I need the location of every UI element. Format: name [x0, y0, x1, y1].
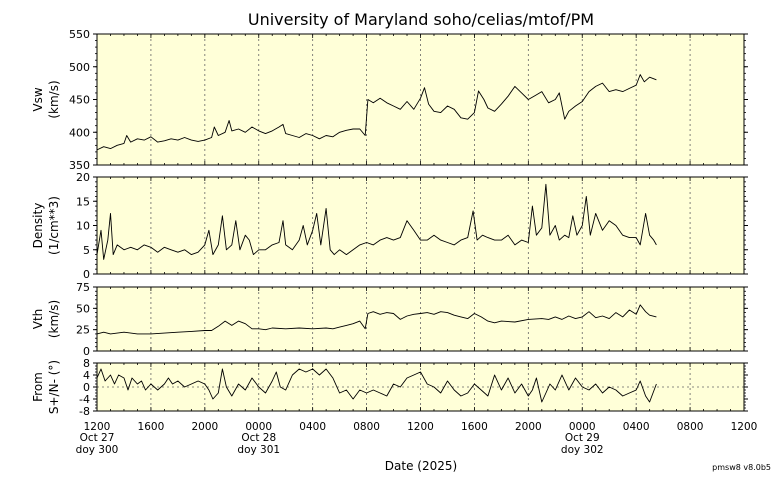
x-tick-label: 0400 — [623, 421, 650, 433]
date-label: Oct 29 — [565, 432, 600, 444]
y-tick-label: 350 — [69, 159, 90, 172]
panel-frame — [96, 33, 745, 166]
date-label: Oct 28 — [241, 432, 276, 444]
series-line — [96, 368, 657, 403]
series-line — [96, 74, 657, 151]
y-axis-label: From — [31, 372, 45, 402]
panel-frame — [96, 176, 745, 275]
x-tick-label: 2000 — [191, 421, 218, 433]
x-tick-label: 0000 — [245, 421, 272, 433]
y-axis-label: Vth — [31, 309, 45, 330]
x-tick-label: 0000 — [569, 421, 596, 433]
x-tick-label: 0400 — [299, 421, 326, 433]
panel-background — [97, 177, 744, 274]
y-axis-label: (km/s) — [47, 80, 61, 118]
y-tick-label: 5 — [83, 244, 90, 257]
date-label: Oct 27 — [80, 432, 115, 444]
y-tick-label: 500 — [69, 61, 90, 74]
chart-title: University of Maryland soho/celias/mtof/… — [248, 10, 594, 29]
y-axis-label: (km/s) — [47, 300, 61, 338]
series-line — [96, 183, 657, 260]
panel-1: 350 400 450 500 550 Vsw (km/s) — [31, 28, 748, 172]
y-tick-label: 400 — [69, 126, 90, 139]
panel-frame — [96, 362, 745, 412]
y-tick-label: 20 — [76, 171, 90, 184]
x-tick-label: 1600 — [138, 421, 165, 433]
y-tick-label: 550 — [69, 28, 90, 41]
y-tick-label: 450 — [69, 94, 90, 107]
x-tick-label: 1600 — [461, 421, 488, 433]
version-footer: pmsw8 v8.0b5 — [712, 463, 771, 472]
y-tick-label: 10 — [76, 220, 90, 233]
y-tick-label: 0 — [83, 268, 90, 281]
doy-label: doy 302 — [561, 444, 604, 456]
doy-label: doy 301 — [237, 444, 280, 456]
y-axis-label: Vsw — [31, 87, 45, 111]
y-tick-label: -8 — [79, 405, 90, 418]
y-tick-label: 0 — [83, 381, 90, 394]
x-tick-label: 1200 — [84, 421, 111, 433]
x-axis: 1200 1600 2000 0000 0400 0800 1200 1600 2000 0000… — [76, 421, 758, 456]
y-tick-label: 15 — [76, 195, 90, 208]
x-tick-label: 0800 — [677, 421, 704, 433]
y-tick-label: 0 — [83, 345, 90, 358]
y-tick-label: 8 — [83, 357, 90, 370]
y-tick-label: 4 — [83, 369, 90, 382]
panel-2: 0 5 10 15 20 Density (1/cm**3) — [31, 171, 748, 281]
y-tick-label: 75 — [76, 281, 90, 294]
x-axis-label: Date (2025) — [385, 459, 457, 473]
y-axis-label: Density — [31, 203, 45, 249]
y-axis-label: S+/N- (°) — [47, 360, 61, 414]
x-tick-label: 0800 — [353, 421, 380, 433]
doy-label: doy 300 — [76, 444, 119, 456]
series-line — [96, 304, 657, 335]
y-tick-label: -4 — [79, 393, 90, 406]
x-tick-label: 1200 — [731, 421, 758, 433]
x-tick-label: 1200 — [407, 421, 434, 433]
y-tick-label: 50 — [76, 302, 90, 315]
panel-3: 0 25 50 75 Vth (km/s) — [31, 281, 748, 358]
y-axis-label: (1/cm**3) — [47, 196, 61, 255]
x-tick-label: 2000 — [515, 421, 542, 433]
y-tick-label: 25 — [76, 324, 90, 337]
panel-frame — [96, 286, 745, 352]
